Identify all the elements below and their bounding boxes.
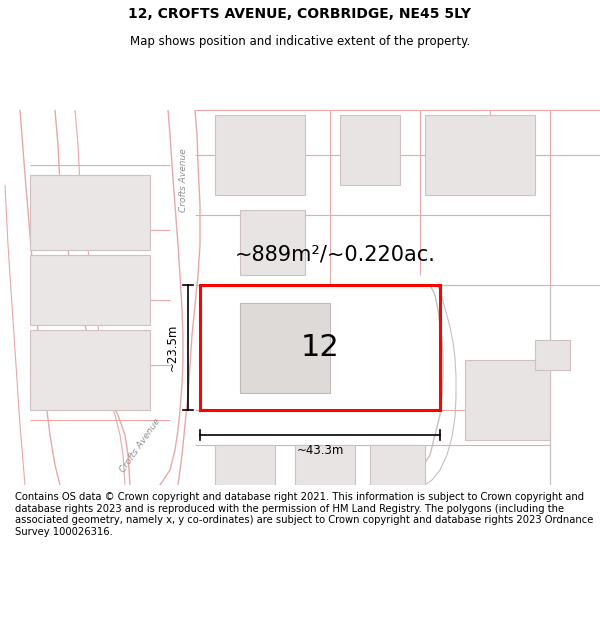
Bar (30, 175, 150, 250)
Text: Map shows position and indicative extent of the property.: Map shows position and indicative extent… (130, 35, 470, 48)
Text: 12: 12 (301, 333, 340, 362)
Text: 12, CROFTS AVENUE, CORBRIDGE, NE45 5LY: 12, CROFTS AVENUE, CORBRIDGE, NE45 5LY (128, 7, 472, 21)
Text: ~23.5m: ~23.5m (166, 324, 179, 371)
Bar (370, 445, 425, 485)
Bar (465, 360, 550, 440)
Bar (30, 255, 150, 325)
Text: ~43.3m: ~43.3m (296, 444, 344, 456)
Bar (215, 115, 305, 195)
Bar (30, 330, 150, 410)
Bar (340, 115, 400, 185)
Text: Crofts Avenue: Crofts Avenue (179, 148, 187, 212)
Bar (215, 445, 275, 490)
Bar (200, 285, 440, 410)
Bar (240, 210, 305, 275)
Bar (295, 445, 355, 485)
Bar (425, 115, 535, 195)
Bar (535, 340, 570, 370)
Text: Crofts Avenue: Crofts Avenue (118, 416, 162, 474)
Bar (240, 303, 330, 393)
Text: Contains OS data © Crown copyright and database right 2021. This information is : Contains OS data © Crown copyright and d… (15, 492, 593, 537)
Text: ~889m²/~0.220ac.: ~889m²/~0.220ac. (235, 245, 436, 265)
